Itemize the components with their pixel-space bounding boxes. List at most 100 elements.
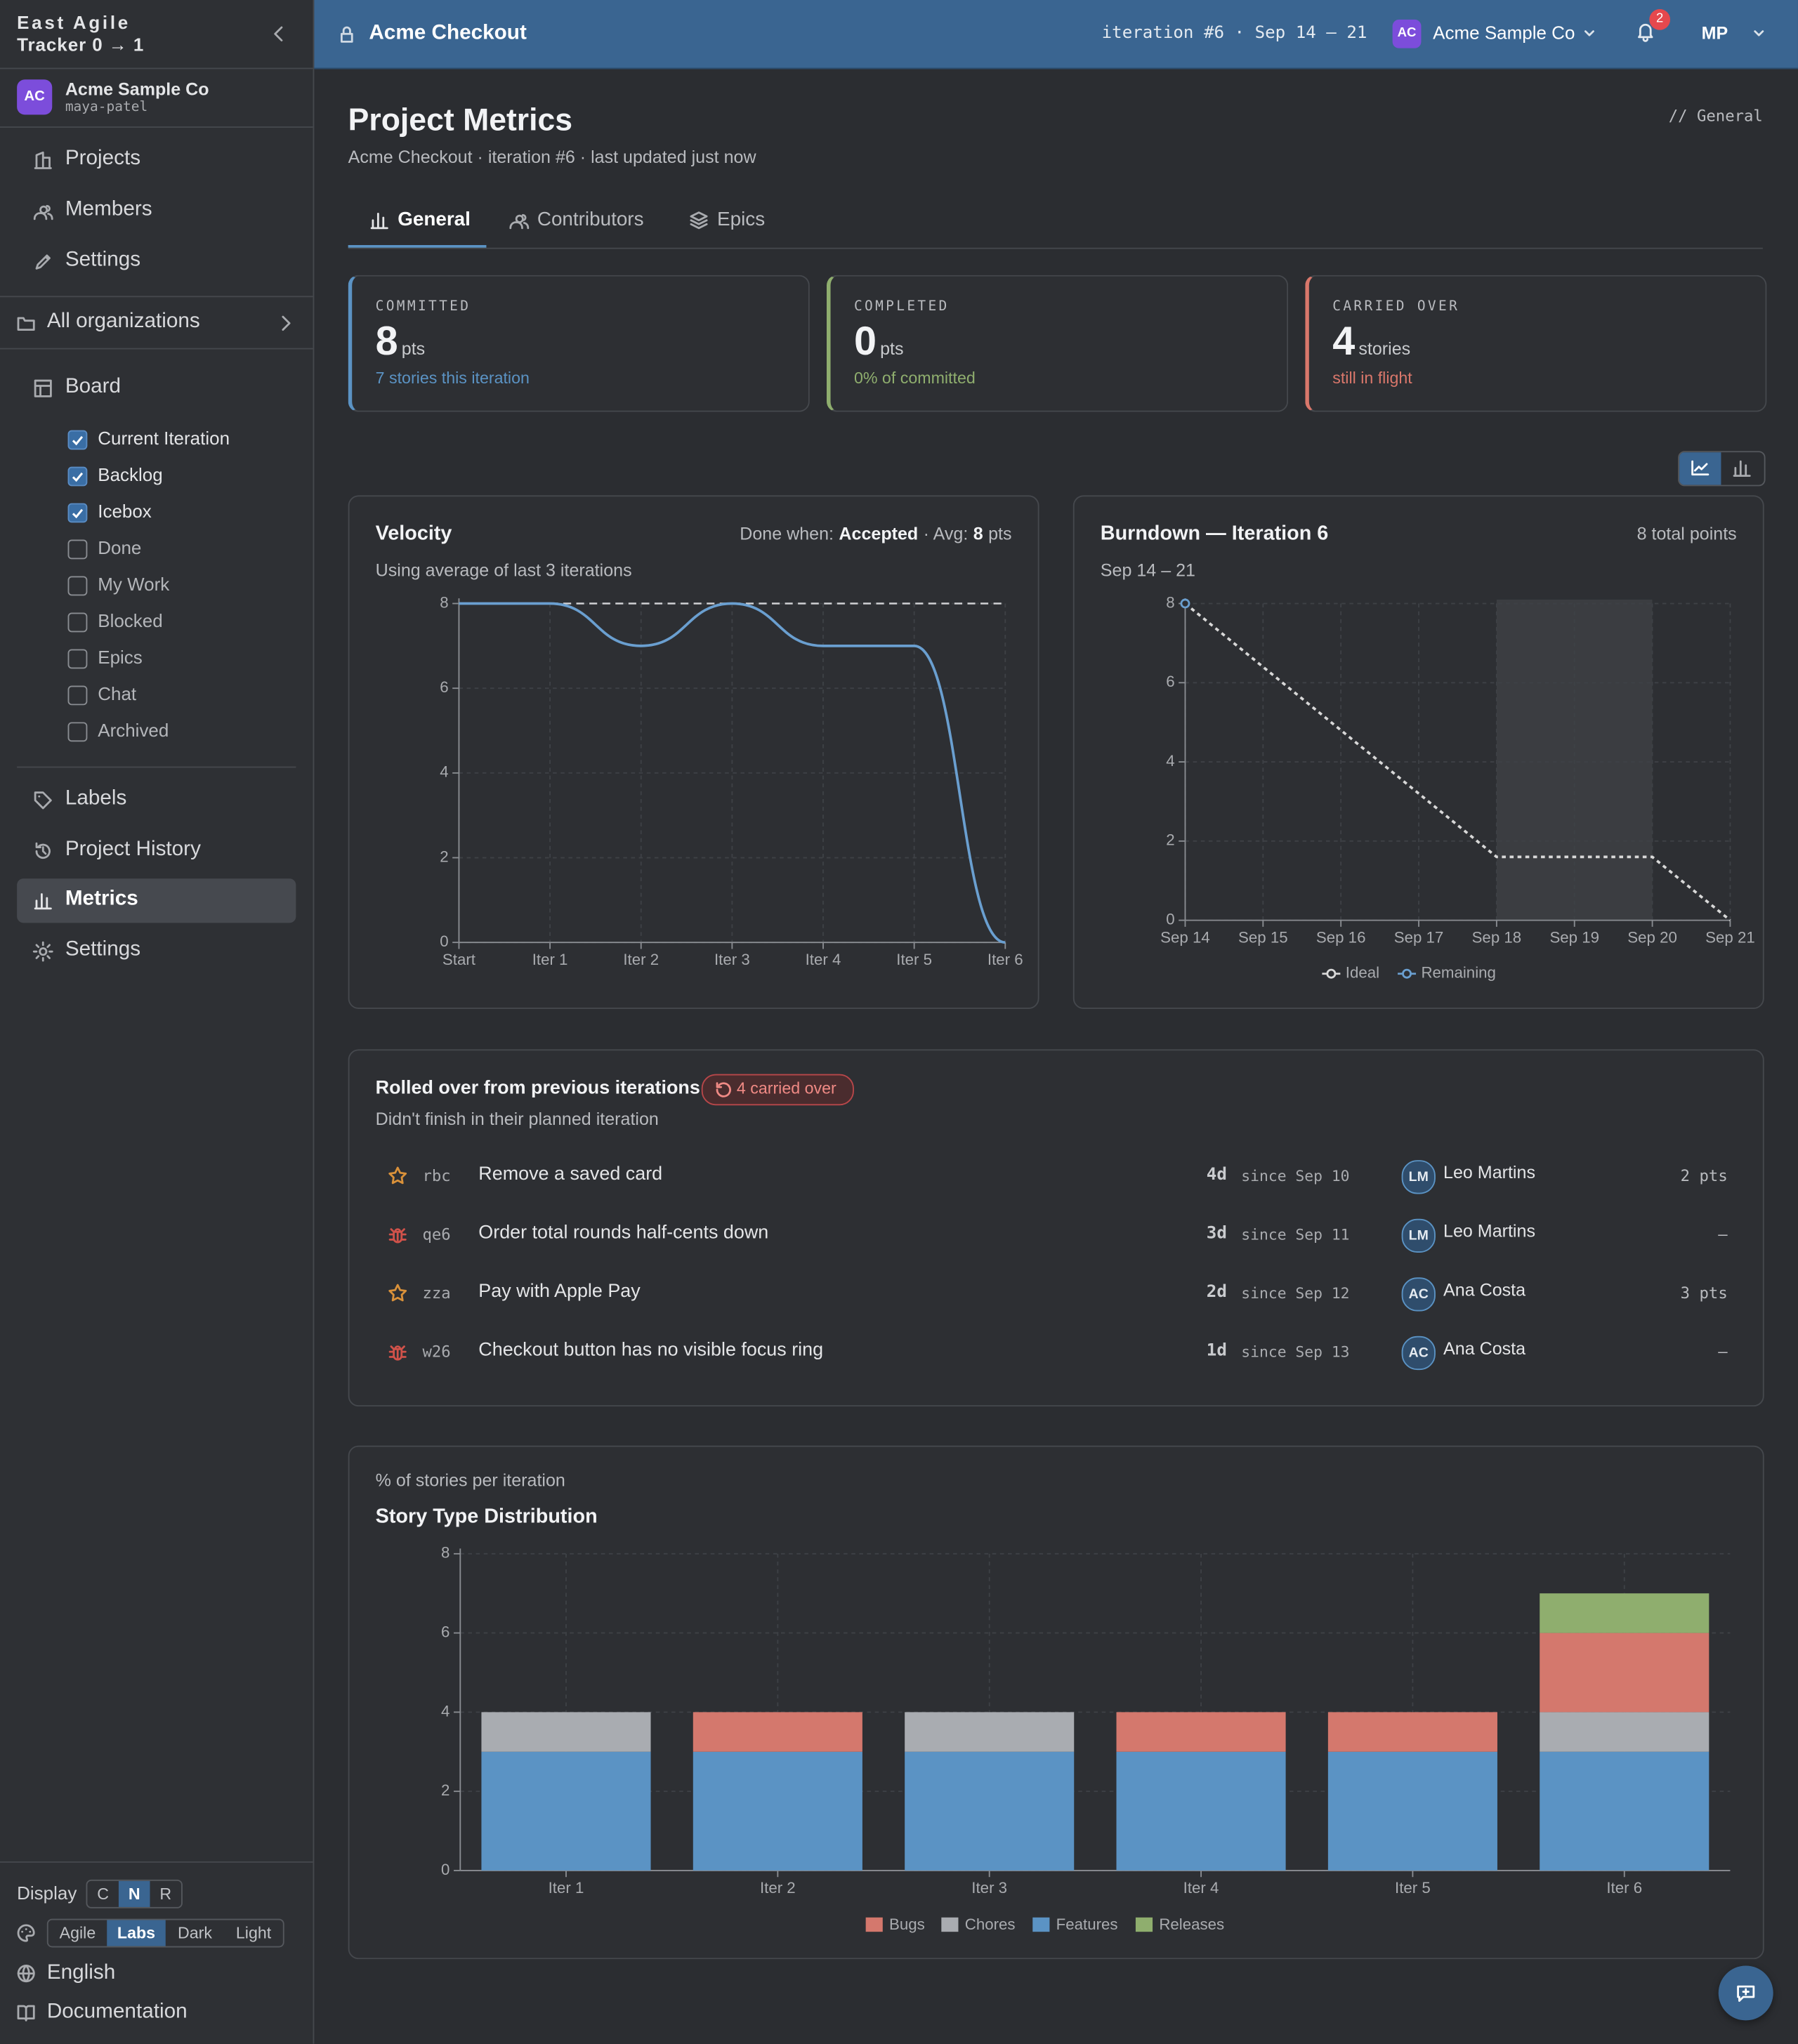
icon-path	[17, 1924, 35, 1942]
segment[interactable]: N	[118, 1880, 150, 1907]
y-tick-label: 2	[441, 1781, 450, 1799]
icon-path	[35, 254, 51, 270]
story-title[interactable]: Checkout button has no visible focus rin…	[478, 1340, 824, 1361]
segment-label: Labs	[117, 1924, 156, 1943]
segment-label: Light	[235, 1924, 272, 1943]
bar-segment	[481, 1751, 651, 1871]
segment[interactable]: Agile	[48, 1920, 107, 1946]
icon	[34, 791, 52, 810]
tab[interactable]: General	[398, 209, 471, 231]
chart-subtitle: Sep 14 – 21	[1100, 560, 1195, 581]
icon-path	[274, 26, 283, 41]
icon-path	[34, 151, 52, 169]
nav-item[interactable]: All organizations	[46, 310, 200, 333]
story-id: rbc	[422, 1166, 451, 1185]
metric-card: COMPLETED 0 pts 0% of committed	[826, 275, 1289, 412]
nav-item[interactable]: Project History	[65, 838, 201, 861]
org-name[interactable]: Acme Sample Co	[1433, 22, 1575, 44]
icon	[17, 317, 35, 331]
nav-item[interactable]: Members	[65, 198, 152, 220]
y-tick-label: 4	[440, 763, 448, 781]
icon	[1754, 30, 1764, 37]
checkbox[interactable]	[67, 430, 88, 450]
icon-path	[34, 379, 52, 397]
owner-name: Leo Martins	[1443, 1162, 1535, 1182]
card-label: CARRIED OVER	[1332, 298, 1460, 315]
notification-badge: 2	[1649, 8, 1671, 30]
icon-path	[17, 1965, 35, 1983]
story-age: 3d	[1206, 1224, 1227, 1244]
filter-label[interactable]: Epics	[98, 646, 143, 668]
icon	[388, 1166, 407, 1185]
legend-swatch	[1135, 1917, 1153, 1932]
x-tick-label: Iter 2	[760, 1879, 796, 1897]
filter-label[interactable]: Current Iteration	[98, 427, 230, 449]
icon	[1691, 460, 1710, 476]
legend-label: Ideal	[1346, 964, 1379, 982]
owner-avatar: AC	[1401, 1336, 1436, 1371]
toggle-active[interactable]	[1679, 452, 1721, 485]
x-tick-label: Iter 1	[549, 1879, 584, 1897]
language[interactable]: English	[46, 1961, 116, 1984]
meta-part: Accepted	[839, 524, 919, 544]
bar-segment	[1116, 1712, 1286, 1752]
filter-label[interactable]: Blocked	[98, 609, 163, 631]
docs[interactable]: Documentation	[46, 2000, 188, 2024]
icon	[1737, 1985, 1755, 2002]
tab[interactable]: Epics	[717, 209, 766, 231]
filter-label[interactable]: Chat	[98, 683, 137, 704]
velocity-line	[459, 602, 1006, 944]
checkbox[interactable]	[67, 722, 88, 742]
segment[interactable]: Light	[224, 1920, 283, 1946]
y-tick-label: 4	[1166, 752, 1174, 770]
nav-item[interactable]: Board	[65, 375, 122, 398]
active-bg	[17, 878, 296, 923]
nav-item[interactable]: Settings	[65, 938, 141, 961]
y-tick-label: 8	[1166, 593, 1174, 611]
check	[72, 472, 84, 482]
filter-label[interactable]: My Work	[98, 573, 170, 595]
icon	[32, 941, 53, 962]
filter-label[interactable]: Backlog	[98, 463, 163, 485]
user-initials[interactable]: MP	[1701, 23, 1728, 44]
bar-segment	[1327, 1712, 1497, 1752]
tab[interactable]: Contributors	[537, 209, 644, 231]
metric-card: COMMITTED 8 pts 7 stories this iteration	[348, 275, 810, 412]
nav-item[interactable]: Settings	[65, 249, 141, 272]
nav-item[interactable]: Projects	[65, 147, 141, 170]
segment[interactable]: C	[87, 1881, 119, 1907]
story-title[interactable]: Remove a saved card	[478, 1163, 663, 1185]
story-title[interactable]: Order total rounds half-cents down	[478, 1222, 769, 1244]
icon-path	[33, 204, 53, 220]
story-age: 2d	[1206, 1282, 1227, 1303]
bar-segment	[905, 1712, 1075, 1752]
checkbox[interactable]	[67, 539, 88, 560]
nav-item[interactable]: Labels	[65, 787, 127, 810]
icon	[370, 213, 388, 230]
filter-label[interactable]: Done	[98, 536, 142, 558]
owner-avatar-text: AC	[1408, 1286, 1429, 1303]
segment[interactable]: R	[150, 1881, 181, 1907]
segment[interactable]: Labs	[107, 1920, 166, 1946]
checkbox[interactable]	[67, 685, 88, 706]
tab-underline	[348, 245, 487, 248]
story-title[interactable]: Pay with Apple Pay	[478, 1281, 641, 1303]
segment[interactable]: Dark	[166, 1920, 225, 1946]
chat-button[interactable]	[1718, 1965, 1773, 2021]
checkbox[interactable]	[67, 503, 88, 523]
card-label: COMMITTED	[375, 298, 471, 315]
filter-label[interactable]: Icebox	[98, 500, 152, 522]
checkbox[interactable]	[67, 649, 88, 669]
card-unit: pts	[880, 338, 904, 359]
x-tick-label: Iter 6	[1606, 1879, 1642, 1897]
meta-part: 8	[973, 524, 983, 544]
icon	[1733, 460, 1751, 477]
checkbox[interactable]	[67, 576, 88, 596]
filter-label[interactable]: Archived	[98, 719, 169, 741]
nav-item[interactable]: Metrics	[65, 888, 138, 910]
check-mark	[72, 508, 84, 519]
x-tick-label: Sep 20	[1627, 928, 1677, 946]
checkbox[interactable]	[67, 612, 88, 633]
checkbox[interactable]	[67, 466, 88, 487]
